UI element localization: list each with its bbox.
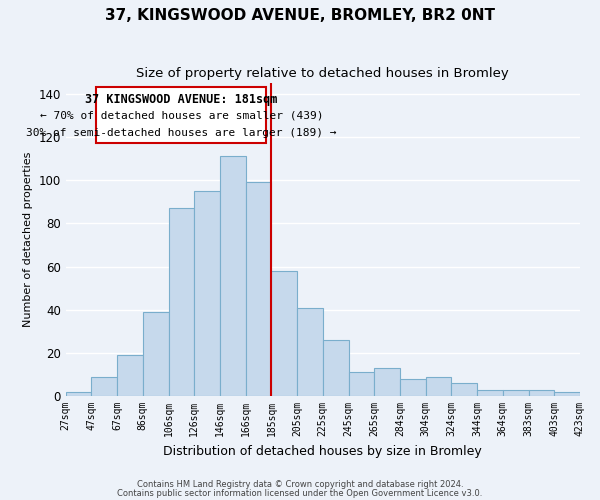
- Bar: [425, 376, 451, 396]
- X-axis label: Distribution of detached houses by size in Bromley: Distribution of detached houses by size …: [163, 444, 482, 458]
- Bar: [477, 390, 503, 396]
- Bar: [194, 191, 220, 396]
- Bar: [529, 390, 554, 396]
- Bar: [65, 392, 91, 396]
- Text: ← 70% of detached houses are smaller (439): ← 70% of detached houses are smaller (43…: [40, 110, 323, 120]
- Y-axis label: Number of detached properties: Number of detached properties: [23, 152, 33, 327]
- Text: 37 KINGSWOOD AVENUE: 181sqm: 37 KINGSWOOD AVENUE: 181sqm: [85, 93, 278, 106]
- Text: 37, KINGSWOOD AVENUE, BROMLEY, BR2 0NT: 37, KINGSWOOD AVENUE, BROMLEY, BR2 0NT: [105, 8, 495, 22]
- Bar: [117, 355, 143, 396]
- Bar: [220, 156, 245, 396]
- Bar: [374, 368, 400, 396]
- FancyBboxPatch shape: [97, 88, 266, 144]
- Text: 30% of semi-detached houses are larger (189) →: 30% of semi-detached houses are larger (…: [26, 128, 337, 138]
- Text: Contains HM Land Registry data © Crown copyright and database right 2024.: Contains HM Land Registry data © Crown c…: [137, 480, 463, 489]
- Bar: [143, 312, 169, 396]
- Bar: [323, 340, 349, 396]
- Bar: [554, 392, 580, 396]
- Bar: [91, 376, 117, 396]
- Bar: [503, 390, 529, 396]
- Bar: [245, 182, 271, 396]
- Bar: [400, 379, 425, 396]
- Bar: [451, 383, 477, 396]
- Bar: [297, 308, 323, 396]
- Bar: [169, 208, 194, 396]
- Bar: [349, 372, 374, 396]
- Title: Size of property relative to detached houses in Bromley: Size of property relative to detached ho…: [136, 68, 509, 80]
- Bar: [271, 271, 297, 396]
- Text: Contains public sector information licensed under the Open Government Licence v3: Contains public sector information licen…: [118, 488, 482, 498]
